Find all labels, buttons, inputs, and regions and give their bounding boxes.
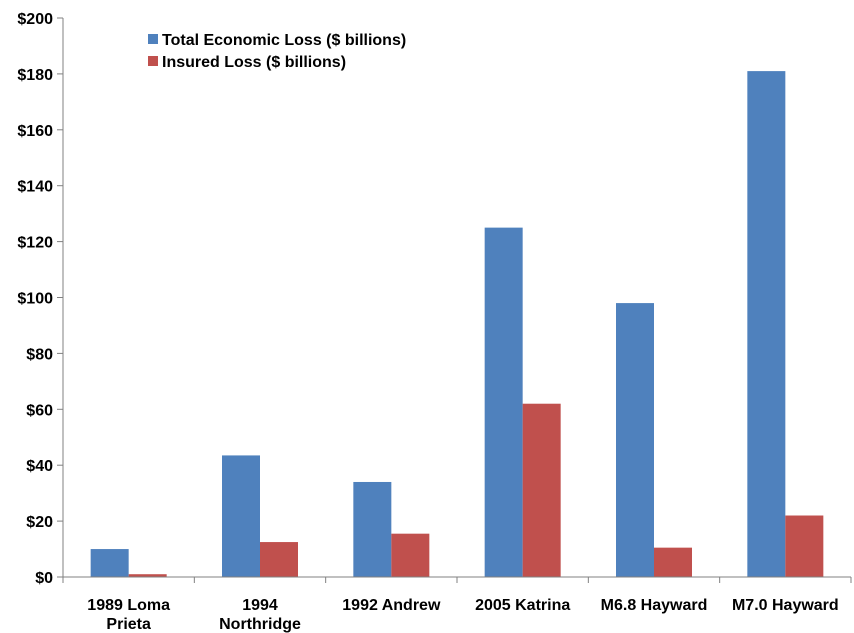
- legend-swatch-insured: [148, 56, 158, 66]
- x-category-label: 2005 Katrina: [475, 597, 570, 614]
- bar-insured-2: [391, 533, 430, 577]
- y-axis-ticks: $0 $20 $40 $60 $80 $100 $120 $140 $160 $180 $200: [17, 11, 63, 587]
- bar-total-1: [222, 455, 260, 577]
- y-tick-label: $200: [17, 11, 53, 28]
- y-tick-label: $80: [26, 346, 53, 363]
- bar-insured-0: [128, 574, 167, 577]
- x-category-label: 1992 Andrew: [342, 597, 441, 614]
- bar-insured-4: [654, 547, 692, 577]
- y-tick-label: $60: [26, 402, 53, 419]
- y-tick-label: $100: [17, 291, 53, 308]
- y-tick-label: $180: [17, 67, 53, 84]
- y-tick-label: $0: [35, 570, 53, 587]
- y-tick-label: $120: [17, 235, 53, 252]
- bar-total-5: [747, 71, 786, 577]
- bar-total-3: [484, 227, 523, 577]
- x-category-label: M7.0 Hayward: [732, 597, 839, 614]
- x-category-label: 1994 Northridge: [219, 597, 301, 633]
- axes: [62, 18, 852, 583]
- legend-label-total: Total Economic Loss ($ billions): [162, 32, 406, 49]
- x-category-label: M6.8 Hayward: [601, 597, 708, 614]
- bar-insured-5: [785, 515, 824, 577]
- legend: Total Economic Loss ($ billions) Insured …: [148, 32, 406, 71]
- legend-label-insured: Insured Loss ($ billions): [162, 54, 346, 71]
- legend-swatch-total: [148, 34, 158, 44]
- x-category-label: 1989 Loma Prieta: [87, 597, 170, 633]
- bar-total-2: [353, 481, 392, 577]
- bar-insured-1: [260, 542, 298, 577]
- x-axis-labels: 1989 Loma Prieta 1994 Northridge 1992 Andrew…: [87, 597, 838, 633]
- bars: [90, 71, 824, 577]
- y-tick-label: $40: [26, 458, 53, 475]
- y-tick-label: $160: [17, 123, 53, 140]
- bar-total-0: [90, 549, 129, 577]
- bar-insured-3: [522, 403, 561, 577]
- y-tick-label: $20: [26, 514, 53, 531]
- y-tick-label: $140: [17, 179, 53, 196]
- bar-total-4: [616, 303, 654, 577]
